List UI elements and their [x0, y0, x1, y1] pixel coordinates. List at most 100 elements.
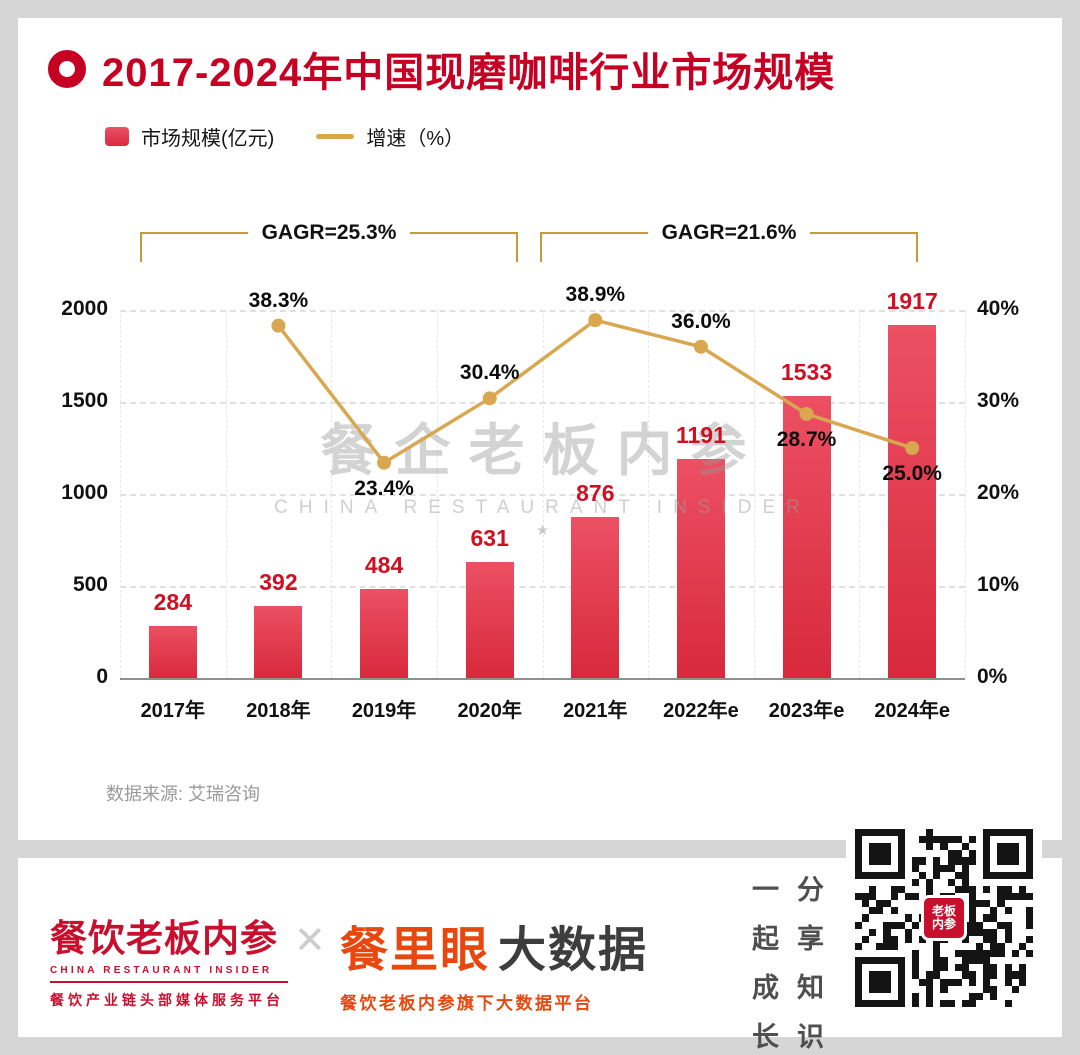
qr-module: [876, 971, 884, 979]
vertical-slogan-column: 一起成长: [752, 868, 779, 1054]
qr-module: [912, 843, 919, 850]
qr-module: [997, 971, 1004, 978]
growth-point: [271, 318, 286, 333]
qr-module: [947, 850, 955, 858]
bar-value-label: 484: [364, 551, 404, 578]
bar-2019年: [360, 588, 409, 678]
qr-module: [869, 914, 876, 921]
qr-module: [947, 836, 955, 844]
qr-module: [919, 978, 927, 986]
qr-module: [969, 964, 976, 971]
qr-module: [912, 936, 919, 943]
qr-module: [898, 929, 905, 936]
qr-module: [883, 921, 891, 929]
qr-module: [862, 886, 869, 893]
qr-module: [940, 957, 948, 965]
qr-module: [883, 914, 890, 921]
qr-module: [862, 950, 869, 957]
qr-module: [1004, 935, 1012, 943]
qr-module: [855, 936, 862, 943]
brand-tagline: 餐饮产业链头部媒体服务平台: [50, 992, 284, 1008]
qr-module: [869, 928, 877, 936]
qr-module: [990, 979, 997, 986]
qr-module: [976, 928, 984, 936]
qr-module: [898, 907, 905, 914]
qr-module: [883, 999, 891, 1007]
qr-module: [976, 857, 983, 864]
grid-line-vertical: [331, 310, 333, 678]
bar-series-swatch-icon: [105, 127, 129, 146]
qr-module: [926, 843, 934, 851]
qr-module: [1005, 900, 1012, 907]
slogan-char: 享: [797, 924, 824, 954]
qr-module: [1012, 907, 1019, 914]
grid-line-vertical: [753, 310, 755, 678]
qr-module: [926, 872, 933, 879]
bar-2023年e: [782, 395, 831, 678]
bar-value-label: 392: [259, 568, 298, 595]
qr-module: [947, 857, 955, 865]
qr-module: [862, 879, 869, 886]
qr-module: [961, 964, 969, 972]
qr-module: [948, 843, 955, 850]
cagr-bracket-1: GAGR=25.3%: [140, 219, 518, 262]
qr-module: [997, 836, 1004, 843]
y-axis-label-right: 20%: [977, 481, 1020, 504]
red-ring-icon: [48, 50, 86, 88]
qr-module: [1025, 864, 1033, 872]
qr-module: [983, 871, 991, 879]
qr-module: [891, 914, 898, 921]
qr-module: [990, 907, 998, 915]
qr-module: [876, 871, 884, 879]
qr-module: [897, 843, 905, 851]
qr-module: [883, 971, 891, 979]
qr-module: [926, 999, 934, 1007]
qr-module: [855, 929, 862, 936]
qr-module: [869, 843, 877, 851]
qr-module: [1026, 964, 1033, 971]
growth-value-label: 36.0%: [671, 309, 731, 333]
qr-module: [940, 985, 948, 993]
qr-module: [1004, 978, 1012, 986]
y-axis-label-right: 40%: [977, 297, 1020, 320]
qr-module: [1026, 979, 1033, 986]
qr-module: [1011, 829, 1019, 837]
qr-module: [919, 957, 926, 964]
qr-module: [897, 971, 905, 979]
qr-module: [1019, 1000, 1026, 1007]
qr-module: [883, 942, 891, 951]
product-logo-block: 餐里眼 大数据 餐饮老板内参旗下大数据平台: [340, 910, 648, 1014]
qr-module: [961, 950, 969, 958]
qr-module: [1019, 914, 1026, 921]
qr-module: [897, 885, 905, 894]
qr-module: [990, 950, 998, 958]
qr-module: [933, 836, 941, 844]
qr-module: [897, 829, 905, 837]
qr-module: [1012, 943, 1019, 950]
qr-module: [968, 978, 977, 986]
qr-module: [911, 964, 920, 972]
qr-module: [933, 843, 940, 850]
qr-module: [990, 922, 997, 929]
qr-module: [976, 964, 983, 971]
y-axis-label-right: 30%: [977, 389, 1020, 412]
qr-module: [862, 907, 869, 914]
qr-module: [869, 879, 876, 886]
qr-module: [883, 993, 890, 1000]
qr-module: [947, 878, 955, 886]
qr-module: [961, 857, 969, 865]
qr-module: [855, 864, 863, 872]
qr-module: [1018, 871, 1026, 879]
vertical-slogan-column: 分享知识: [797, 868, 824, 1054]
qr-module: [876, 879, 883, 886]
chart-plot-area: 0 0% 500 10% 1000 20% 1500 30% 2000 40% 284 2017年 39…: [61, 283, 1019, 722]
qr-module: [933, 871, 941, 879]
qr-module: [905, 964, 912, 971]
qr-module: [897, 871, 905, 879]
qr-module: [997, 957, 1004, 964]
qr-module: [997, 885, 1005, 894]
qr-module: [912, 907, 919, 914]
qr-module: [933, 829, 940, 836]
qr-module: [969, 872, 976, 879]
qr-module: [983, 829, 991, 837]
